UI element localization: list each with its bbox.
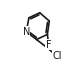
Text: N: N	[23, 27, 30, 37]
Text: Cl: Cl	[52, 51, 62, 61]
Text: F: F	[46, 40, 51, 50]
